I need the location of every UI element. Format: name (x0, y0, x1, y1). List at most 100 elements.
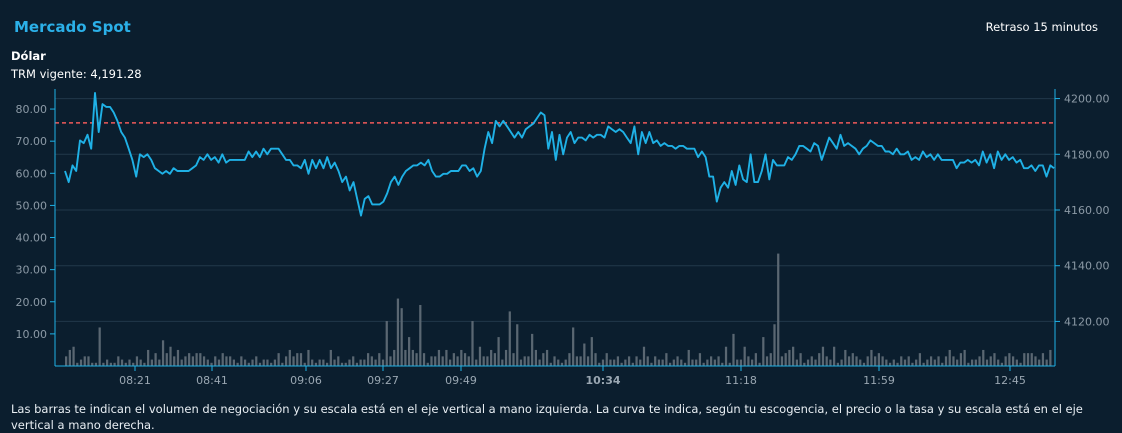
volume-bar (575, 356, 579, 366)
volume-bar (408, 337, 411, 366)
volume-bar (963, 349, 966, 366)
volume-bar (113, 362, 116, 366)
volume-bar (627, 356, 631, 366)
volume-bar (974, 359, 977, 366)
volume-bar (613, 359, 616, 366)
volume-bar (758, 362, 761, 366)
volume-bar (251, 359, 254, 366)
volume-bar (147, 349, 150, 366)
volume-bar (799, 353, 802, 366)
volume-bar (385, 321, 388, 366)
volume-bar (527, 356, 530, 366)
volume-bar (139, 359, 142, 366)
volume-bar (676, 356, 679, 366)
volume-bar (355, 362, 359, 366)
volume-bar (922, 362, 925, 366)
footer-note: Las barras te indican el volumen de nego… (11, 402, 1083, 432)
volume-bar (1004, 356, 1007, 366)
volume-bar (747, 356, 750, 366)
volume-bar (191, 356, 194, 366)
volume-bar (586, 356, 590, 366)
volume-bar (221, 353, 224, 366)
volume-bar (948, 349, 951, 366)
volume-bar (467, 356, 470, 366)
volume-bar (601, 359, 605, 366)
volume-bar (620, 362, 623, 366)
volume-bar (665, 353, 668, 366)
volume-bar (833, 346, 836, 366)
volume-bar (106, 359, 109, 366)
gridlines (55, 98, 1055, 322)
volume-bar (687, 349, 690, 366)
volume-bar (430, 356, 433, 366)
volume-bar (874, 356, 877, 366)
volume-bar (150, 359, 153, 366)
volume-bar (434, 356, 437, 366)
volume-bar (844, 349, 847, 366)
volume-bar (691, 359, 694, 366)
volume-bar (605, 353, 608, 366)
left-tick-label: 30.00 (16, 264, 48, 277)
right-tick-label: 4180.00 (1064, 148, 1110, 161)
volume-bar (247, 362, 250, 366)
volume-bar (933, 359, 936, 366)
volume-bar (944, 356, 948, 366)
volume-bar (762, 337, 765, 366)
volume-bar (609, 359, 612, 366)
x-tick-label: 12:45 (994, 374, 1026, 387)
volume-bar (650, 362, 653, 366)
volume-bar (210, 362, 213, 366)
volume-bar (538, 359, 541, 366)
volume-bar (426, 362, 429, 366)
volume-bar (124, 362, 127, 366)
volume-bar (94, 362, 98, 366)
volume-bar (795, 359, 798, 366)
volume-bar (180, 359, 183, 366)
volume-bar (806, 359, 810, 366)
volume-bar (322, 359, 325, 366)
volume-bar (1045, 359, 1048, 366)
volume-bar (363, 359, 366, 366)
x-tick-label: 11:59 (863, 374, 895, 387)
volume-bar (452, 353, 455, 366)
volume-bar (232, 359, 236, 366)
volume-bar (706, 359, 709, 366)
volume-bars (65, 253, 1052, 366)
volume-bar (352, 356, 355, 366)
delay-label: Retraso 15 minutos (985, 20, 1098, 34)
volume-bar (456, 356, 459, 366)
volume-bar (292, 356, 295, 366)
volume-bar (400, 308, 403, 366)
volume-bar (784, 353, 787, 366)
volume-bar (803, 362, 806, 366)
volume-bar (117, 356, 120, 366)
volume-bar (579, 356, 582, 366)
x-axis-ticks: 08:21 08:41 09:06 09:27 09:49 10:34 11:18 11:59… (119, 366, 1026, 387)
volume-bar (564, 359, 567, 366)
volume-bar (997, 359, 1000, 366)
volume-bar (717, 356, 720, 366)
volume-bar (724, 346, 728, 366)
volume-bar (415, 353, 418, 366)
volume-bar (128, 359, 131, 366)
volume-bar (941, 362, 944, 366)
volume-bar (590, 337, 593, 366)
volume-bar (296, 353, 299, 366)
volume-bar (478, 346, 482, 366)
volume-bar (1030, 353, 1033, 366)
volume-bar (739, 359, 743, 366)
volume-bar (1011, 356, 1015, 366)
volume-bar (344, 362, 347, 366)
volume-bar (161, 340, 165, 366)
right-axis-ticks: 4120.00 4140.00 4160.00 4180.00 4200.00 (1055, 93, 1110, 328)
volume-bar (892, 359, 895, 366)
right-tick-label: 4140.00 (1064, 260, 1110, 273)
volume-bar (743, 346, 746, 366)
volume-bar (728, 362, 731, 366)
volume-bar (836, 362, 839, 366)
volume-bar (985, 359, 989, 366)
volume-bar (318, 359, 321, 366)
volume-bar (631, 362, 634, 366)
volume-bar (970, 359, 974, 366)
volume-bar (303, 362, 306, 366)
